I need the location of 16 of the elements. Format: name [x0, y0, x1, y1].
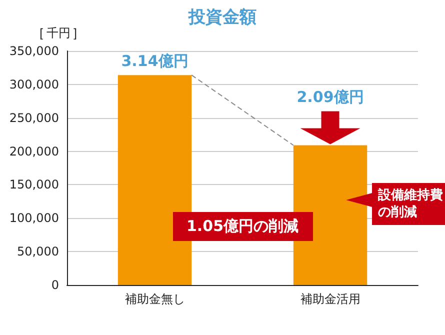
- annotation: 設備維持費の削減: [372, 182, 445, 225]
- x-tick-label: 補助金無し: [124, 292, 185, 306]
- annotation: 3.14億円: [121, 52, 188, 72]
- chart-title: 投資金額: [188, 8, 256, 28]
- y-tick-label: 200,000: [9, 144, 59, 158]
- y-tick-label: 50,000: [17, 244, 59, 259]
- x-tick-label: 補助金活用: [300, 292, 360, 306]
- y-tick-label: 0: [51, 278, 59, 292]
- annotation: 2.09億円: [296, 88, 364, 108]
- y-tick-label: 250,000: [9, 110, 59, 125]
- annotation: 1.05億円の削減: [172, 212, 313, 242]
- y-tick-label: 100,000: [9, 211, 59, 226]
- y-axis-title: [ 千円 ]: [40, 26, 77, 40]
- y-tick-label: 350,000: [9, 44, 59, 58]
- y-tick-label: 150,000: [9, 178, 59, 192]
- y-tick-label: 300,000: [9, 77, 59, 92]
